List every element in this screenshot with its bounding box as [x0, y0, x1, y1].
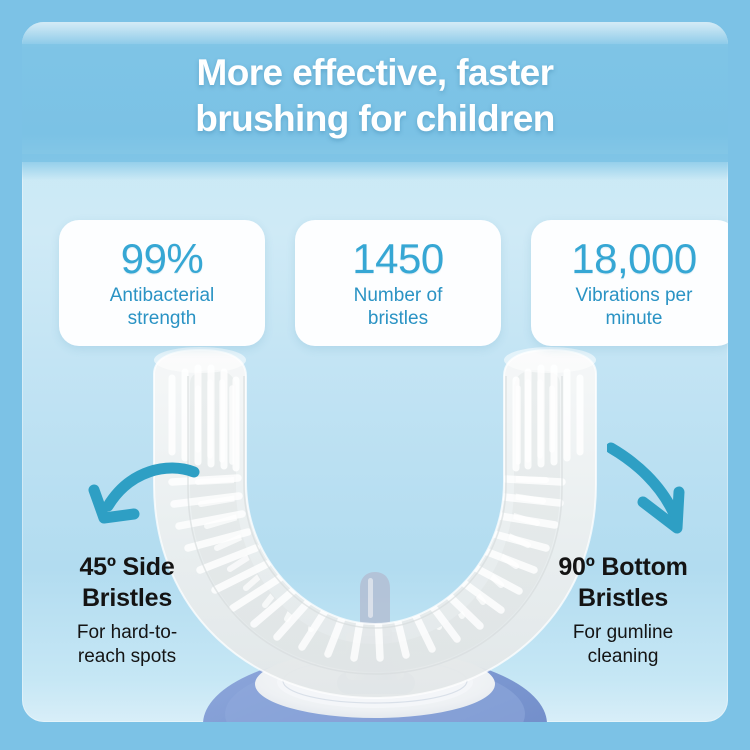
- stat-card-antibacterial: 99% Antibacterial strength: [59, 220, 265, 346]
- callout-right-sub-line-2: cleaning: [587, 646, 659, 667]
- callout-right-title-line-2: Bristles: [577, 584, 669, 612]
- callout-left-subtitle: For hard-to- reach spots: [22, 621, 232, 669]
- callout-right: 90º Bottom Bristles For gumline cleaning: [517, 552, 728, 669]
- stat-card-label-line-2: strength: [127, 308, 197, 329]
- stat-card-bristles: 1450 Number of bristles: [295, 220, 501, 346]
- callout-left-title-line-2: Bristles: [81, 584, 173, 612]
- stat-card-vibrations: 18,000 Vibrations per minute: [531, 220, 728, 346]
- stat-card-label: Vibrations per minute: [576, 284, 693, 330]
- page-title: More effective, faster brushing for chil…: [22, 50, 728, 142]
- product-image: [22, 332, 728, 722]
- stat-card-label: Antibacterial strength: [110, 284, 215, 330]
- silicone-mouthpiece: [153, 347, 597, 700]
- callout-right-sub-line-1: For gumline: [572, 622, 674, 643]
- curved-arrow-down-right-icon: [605, 442, 727, 552]
- page-title-line-2: brushing for children: [195, 98, 555, 139]
- callout-left-title-line-1: 45º Side: [79, 553, 175, 581]
- stat-card-label: Number of bristles: [354, 284, 443, 330]
- callout-right-title: 90º Bottom Bristles: [517, 552, 728, 614]
- page-title-line-1: More effective, faster: [196, 52, 555, 93]
- callout-right-subtitle: For gumline cleaning: [517, 621, 728, 669]
- header-band: [22, 22, 728, 162]
- callout-right-title-line-1: 90º Bottom: [558, 553, 688, 581]
- stat-card-label-line-2: minute: [605, 308, 663, 329]
- callout-left-title: 45º Side Bristles: [22, 552, 232, 614]
- stat-card-label-line-1: Vibrations per: [575, 285, 693, 306]
- stat-card-value: 18,000: [571, 235, 697, 282]
- content-panel: More effective, faster brushing for chil…: [22, 22, 728, 722]
- stat-card-label-line-2: bristles: [367, 308, 429, 329]
- stat-card-label-line-1: Antibacterial: [109, 285, 215, 306]
- stat-card-value: 99%: [120, 235, 204, 282]
- header-gloss-highlight: [22, 22, 728, 44]
- curved-arrow-down-left-icon: [72, 452, 202, 552]
- callout-left-sub-line-1: For hard-to-: [76, 622, 178, 643]
- header-fade: [22, 154, 728, 180]
- stat-card-row: 99% Antibacterial strength 1450 Number o…: [59, 220, 728, 346]
- stat-card-value: 1450: [352, 235, 444, 282]
- callout-left: 45º Side Bristles For hard-to- reach spo…: [22, 552, 232, 669]
- callout-left-sub-line-2: reach spots: [77, 646, 177, 667]
- stat-card-label-line-1: Number of: [353, 285, 443, 306]
